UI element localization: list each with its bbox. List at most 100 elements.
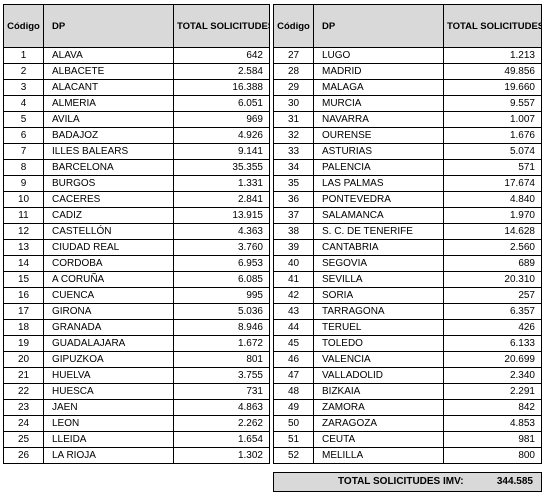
- row-code: 18: [3, 319, 44, 336]
- row-code: 44: [273, 319, 314, 336]
- table-row: 1 ALAVA 642: [3, 47, 270, 64]
- header-code: Código: [3, 4, 44, 48]
- row-province: SEGOVIA: [313, 255, 444, 272]
- row-province: SALAMANCA: [313, 207, 444, 224]
- row-province: VALENCIA: [313, 351, 444, 368]
- table-header-row: Código DP TOTAL SOLICITUDES: [3, 4, 270, 48]
- table-row: 44 TERUEL 426: [273, 319, 542, 336]
- table-row: 48 BIZKAIA 2.291: [273, 383, 542, 400]
- row-total: 2.291: [443, 383, 542, 400]
- table-row: 39 CANTABRIA 2.560: [273, 239, 542, 256]
- row-total: 2.560: [443, 239, 542, 256]
- row-total: 731: [173, 383, 270, 400]
- row-code: 22: [3, 383, 44, 400]
- row-total: 2.841: [173, 191, 270, 208]
- row-province: MALAGA: [313, 79, 444, 96]
- row-total: 689: [443, 255, 542, 272]
- row-province: CIUDAD REAL: [43, 239, 174, 256]
- row-code: 10: [3, 191, 44, 208]
- row-total: 6.085: [173, 271, 270, 288]
- row-province: NAVARRA: [313, 111, 444, 128]
- table-row: 38 S. C. DE TENERIFE 14.628: [273, 223, 542, 240]
- table-row: 5 AVILA 969: [3, 111, 270, 128]
- row-province: GRANADA: [43, 319, 174, 336]
- row-code: 39: [273, 239, 314, 256]
- row-province: BARCELONA: [43, 159, 174, 176]
- row-total: 2.262: [173, 415, 270, 432]
- table-row: 2 ALBACETE 2.584: [3, 63, 270, 80]
- table-row: 19 GUADALAJARA 1.672: [3, 335, 270, 352]
- row-total: 5.074: [443, 143, 542, 160]
- row-province: LLEIDA: [43, 431, 174, 448]
- row-code: 33: [273, 143, 314, 160]
- row-code: 47: [273, 367, 314, 384]
- header-total: TOTAL SOLICITUDES: [443, 4, 542, 48]
- row-code: 27: [273, 47, 314, 64]
- row-province: GIPUZKOA: [43, 351, 174, 368]
- row-province: CASTELLÓN: [43, 223, 174, 240]
- row-code: 30: [273, 95, 314, 112]
- row-province: VALLADOLID: [313, 367, 444, 384]
- table-row: 15 A CORUÑA 6.085: [3, 271, 270, 288]
- table-row: 26 LA RIOJA 1.302: [3, 447, 270, 464]
- row-total: 1.302: [173, 447, 270, 464]
- row-total: 1.654: [173, 431, 270, 448]
- row-total: 1.007: [443, 111, 542, 128]
- table-row: 22 HUESCA 731: [3, 383, 270, 400]
- row-code: 19: [3, 335, 44, 352]
- table-row: 21 HUELVA 3.755: [3, 367, 270, 384]
- row-total: 1.331: [173, 175, 270, 192]
- table-row: 31 NAVARRA 1.007: [273, 111, 542, 128]
- row-total: 801: [173, 351, 270, 368]
- row-province: PALENCIA: [313, 159, 444, 176]
- row-code: 20: [3, 351, 44, 368]
- row-total: 1.672: [173, 335, 270, 352]
- row-total: 969: [173, 111, 270, 128]
- table-row: 11 CADIZ 13.915: [3, 207, 270, 224]
- table-row: 10 CACERES 2.841: [3, 191, 270, 208]
- row-code: 24: [3, 415, 44, 432]
- row-province: SORIA: [313, 287, 444, 304]
- table-row: 52 MELILLA 800: [273, 447, 542, 464]
- row-code: 52: [273, 447, 314, 464]
- row-code: 11: [3, 207, 44, 224]
- row-province: ASTURIAS: [313, 143, 444, 160]
- row-province: ALBACETE: [43, 63, 174, 80]
- table-row: 23 JAEN 4.863: [3, 399, 270, 416]
- table-row: 49 ZAMORA 842: [273, 399, 542, 416]
- requests-table-left: Código DP TOTAL SOLICITUDES 1 ALAVA 642 2 AL…: [3, 4, 270, 464]
- grand-total-value: 344.585: [496, 476, 533, 487]
- row-total: 3.755: [173, 367, 270, 384]
- requests-table-right: Código DP TOTAL SOLICITUDES 27 LUGO 1.213 2…: [273, 4, 542, 464]
- row-code: 46: [273, 351, 314, 368]
- header-code: Código: [273, 4, 314, 48]
- table-row: 7 ILLES BALEARS 9.141: [3, 143, 270, 160]
- row-total: 9.141: [173, 143, 270, 160]
- row-province: ALMERIA: [43, 95, 174, 112]
- row-total: 257: [443, 287, 542, 304]
- row-total: 571: [443, 159, 542, 176]
- table-row: 4 ALMERIA 6.051: [3, 95, 270, 112]
- table-row: 28 MADRID 49.856: [273, 63, 542, 80]
- row-total: 1.970: [443, 207, 542, 224]
- row-total: 981: [443, 431, 542, 448]
- table-row: 40 SEGOVIA 689: [273, 255, 542, 272]
- table-row: 18 GRANADA 8.946: [3, 319, 270, 336]
- table-row: 46 VALENCIA 20.699: [273, 351, 542, 368]
- row-code: 16: [3, 287, 44, 304]
- row-province: LA RIOJA: [43, 447, 174, 464]
- row-code: 50: [273, 415, 314, 432]
- row-total: 1.676: [443, 127, 542, 144]
- table-row: 33 ASTURIAS 5.074: [273, 143, 542, 160]
- table-row: 13 CIUDAD REAL 3.760: [3, 239, 270, 256]
- table-row: 41 SEVILLA 20.310: [273, 271, 542, 288]
- row-total: 17.674: [443, 175, 542, 192]
- row-code: 25: [3, 431, 44, 448]
- grand-total-label: TOTAL SOLICITUDES IMV:: [338, 476, 464, 487]
- row-code: 9: [3, 175, 44, 192]
- row-total: 800: [443, 447, 542, 464]
- table-row: 29 MALAGA 19.660: [273, 79, 542, 96]
- row-total: 642: [173, 47, 270, 64]
- row-province: TOLEDO: [313, 335, 444, 352]
- row-code: 4: [3, 95, 44, 112]
